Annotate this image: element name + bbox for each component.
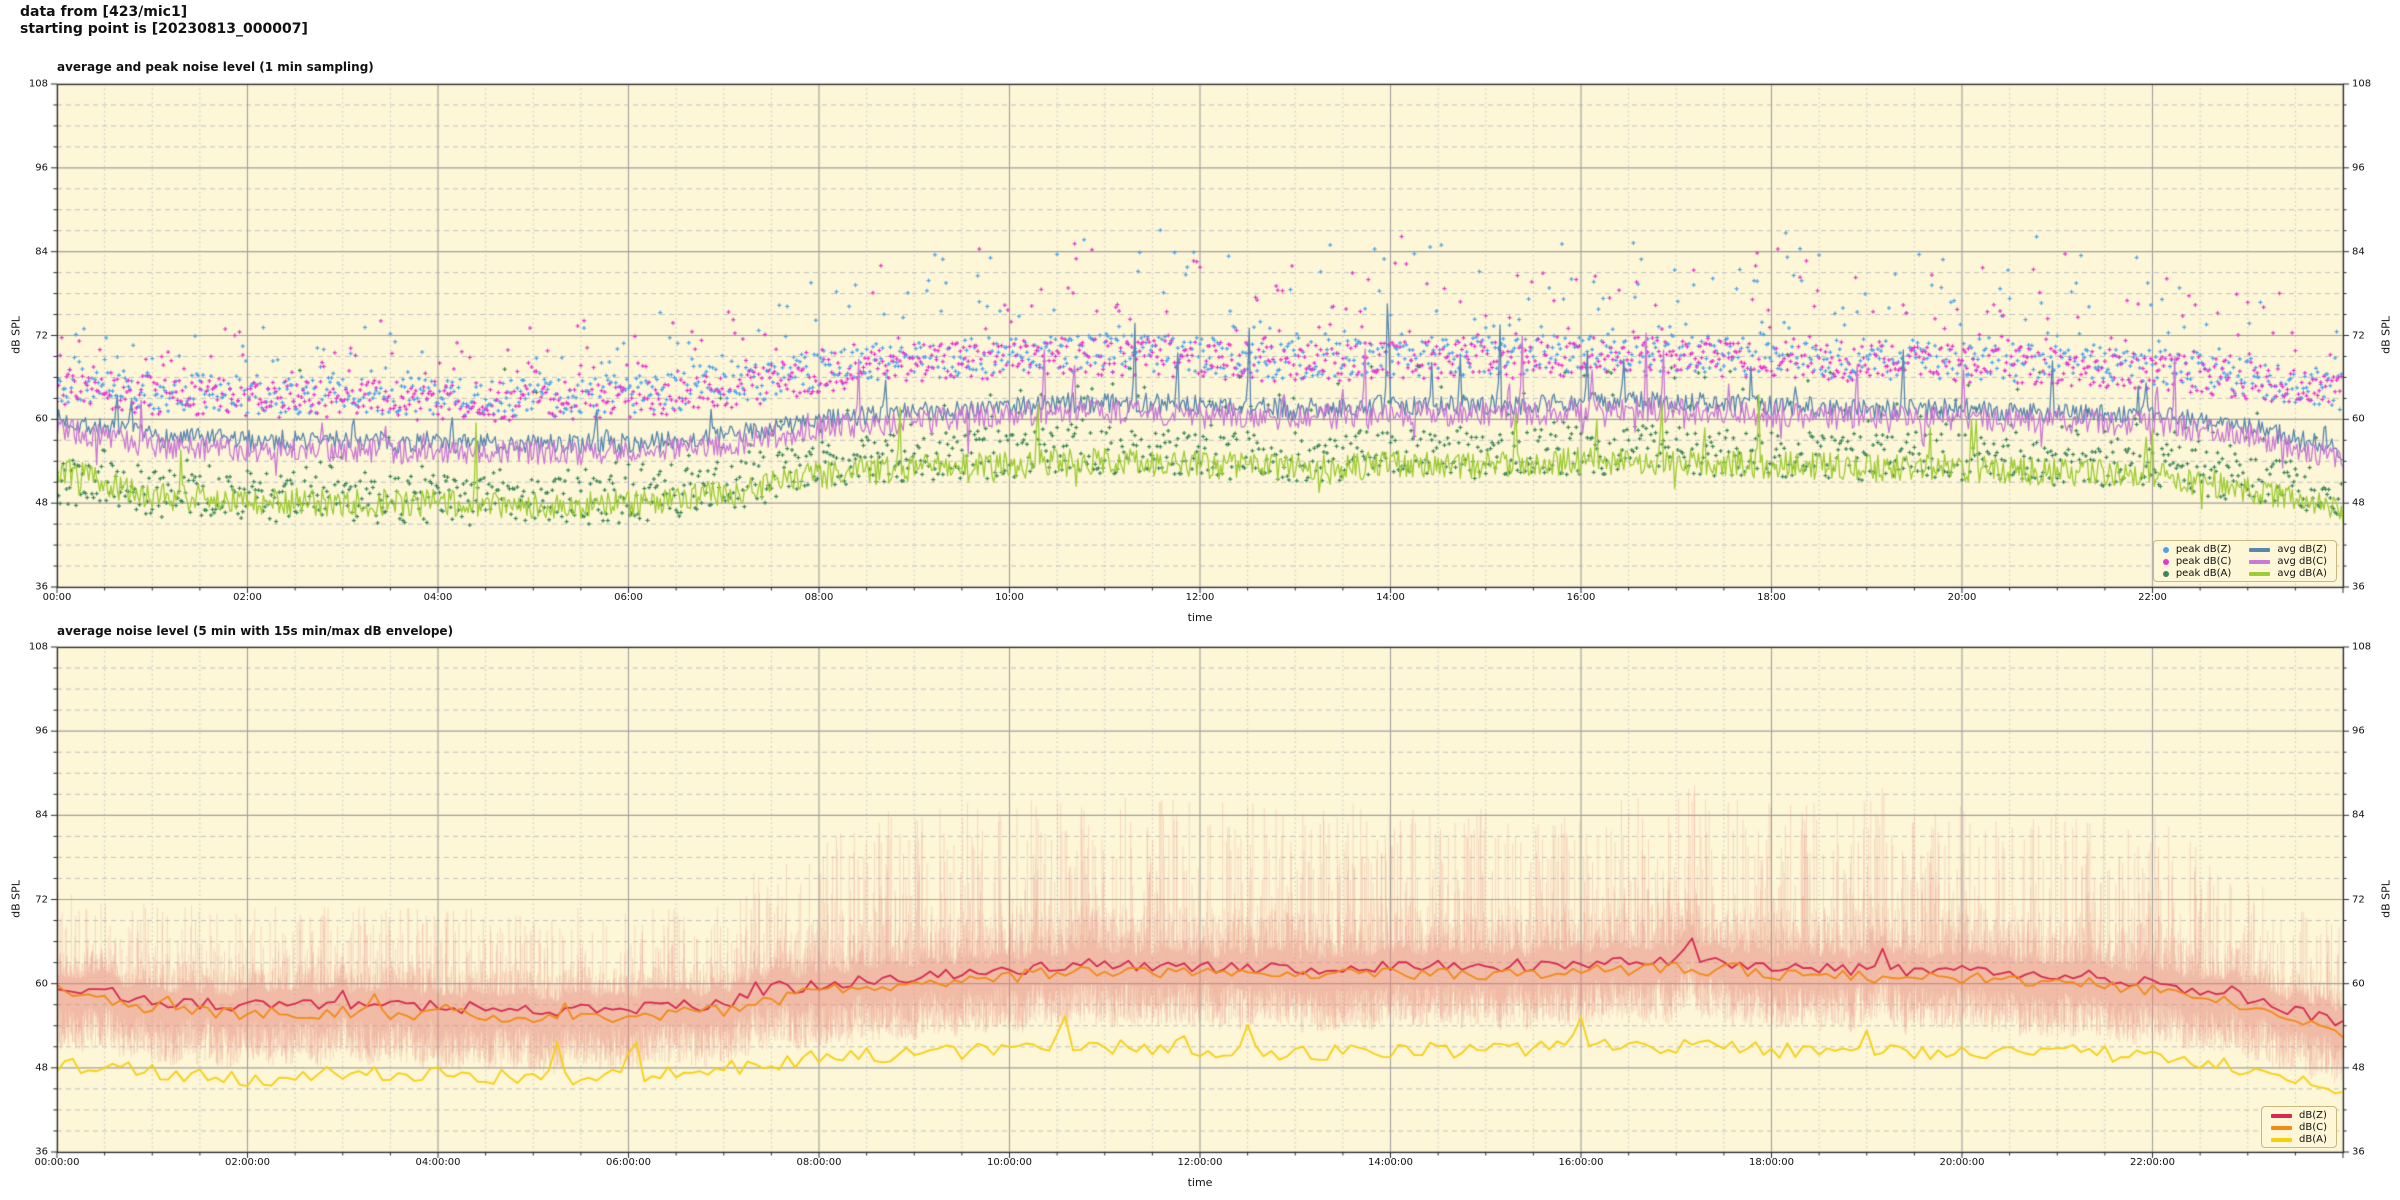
y-tick-label: 72 xyxy=(35,894,48,905)
y-tick-label: 36 xyxy=(2352,1146,2365,1158)
x-tick-label: 00:00:00 xyxy=(34,1157,80,1168)
legend-label: peak dB(Z) xyxy=(2175,544,2232,555)
y-tick-label: 108 xyxy=(28,641,48,653)
x-tick-label: 06:00:00 xyxy=(606,1157,651,1168)
dbc-line-icon xyxy=(2271,1126,2292,1130)
legend-entry-avg-dbc: avg dB(C) xyxy=(2249,556,2327,568)
x-tick-label: 08:00 xyxy=(804,592,834,603)
y-tick-label: 84 xyxy=(2352,246,2365,258)
y-tick-label: 84 xyxy=(35,809,48,821)
legend-entry-peak-dbc: peak dB(C) xyxy=(2162,556,2232,568)
chart2-title: average noise level (5 min with 15s min/… xyxy=(57,624,454,638)
y-tick-label: 60 xyxy=(35,413,48,425)
x-tick-label: 14:00 xyxy=(1376,592,1405,603)
y-tick-label: 48 xyxy=(35,1062,48,1074)
y-tick-label: 84 xyxy=(35,246,48,258)
legend-entry-peak-dbz: peak dB(Z) xyxy=(2162,544,2232,556)
y-tick-label: 60 xyxy=(35,978,48,990)
x-tick-label: 02:00:00 xyxy=(225,1157,270,1168)
x-tick-label: 14:00:00 xyxy=(1368,1157,1413,1168)
peak-dbz-marker-icon xyxy=(2162,547,2169,553)
x-tick-label: 18:00 xyxy=(1757,592,1786,603)
avg-dbc-line-icon xyxy=(2249,560,2271,564)
x-tick-label: 00:00 xyxy=(42,592,72,603)
y-tick-label: 96 xyxy=(2352,162,2365,174)
figure-header: data from [423/mic1] starting point is [… xyxy=(20,4,308,38)
chart2-xlabel: time xyxy=(1187,1176,1213,1189)
y-tick-label: 72 xyxy=(2352,330,2365,341)
peak-dbc-marker-icon xyxy=(2162,559,2169,565)
dbz-line-icon xyxy=(2271,1114,2292,1118)
x-tick-label: 06:00 xyxy=(614,592,643,603)
chart2-ylabel-right: dB SPL xyxy=(2379,880,2393,918)
x-tick-label: 18:00:00 xyxy=(1749,1157,1794,1168)
y-tick-label: 48 xyxy=(2352,1062,2365,1074)
x-tick-label: 04:00 xyxy=(423,592,453,603)
x-tick-label: 20:00:00 xyxy=(1939,1157,1985,1168)
x-tick-label: 10:00 xyxy=(995,592,1024,603)
x-tick-label: 12:00 xyxy=(1185,592,1215,603)
x-tick-label: 08:00:00 xyxy=(796,1157,842,1168)
dba-line-icon xyxy=(2271,1138,2292,1142)
x-tick-label: 20:00 xyxy=(1947,592,1977,603)
y-tick-label: 84 xyxy=(2352,809,2365,821)
y-tick-label: 36 xyxy=(35,1146,48,1158)
y-tick-label: 96 xyxy=(35,725,48,737)
y-tick-label: 108 xyxy=(2352,641,2372,653)
legend-entry-dbz: dB(Z) xyxy=(2271,1110,2327,1122)
y-tick-label: 48 xyxy=(35,497,48,509)
y-tick-label: 108 xyxy=(2352,78,2372,90)
x-tick-label: 12:00:00 xyxy=(1177,1157,1223,1168)
y-tick-label: 60 xyxy=(2352,413,2365,425)
avg-dba-line-icon xyxy=(2249,572,2271,576)
legend-entry-dba: dB(A) xyxy=(2271,1134,2327,1146)
legend-label: avg dB(A) xyxy=(2277,568,2327,579)
x-tick-label: 16:00:00 xyxy=(1558,1157,1604,1168)
header-line-2: starting point is [20230813_000007] xyxy=(20,21,308,37)
chart1-title: average and peak noise level (1 min samp… xyxy=(57,60,374,74)
x-tick-label: 16:00 xyxy=(1566,592,1596,603)
chart2-legend: dB(Z) dB(C) dB(A) xyxy=(2261,1106,2337,1148)
y-tick-label: 72 xyxy=(35,330,48,341)
legend-label: peak dB(A) xyxy=(2175,568,2232,579)
y-tick-label: 96 xyxy=(2352,725,2365,737)
y-tick-label: 108 xyxy=(28,78,48,90)
avg-dbz-line-icon xyxy=(2249,548,2271,552)
legend-entry-peak-dba: peak dB(A) xyxy=(2162,568,2232,580)
header-line-1: data from [423/mic1] xyxy=(20,4,188,20)
x-tick-label: 22:00:00 xyxy=(2130,1157,2175,1168)
y-tick-label: 96 xyxy=(35,162,48,174)
y-tick-label: 60 xyxy=(2352,978,2365,990)
legend-entry-dbc: dB(C) xyxy=(2271,1122,2327,1134)
y-tick-label: 36 xyxy=(35,581,48,593)
x-tick-label: 04:00:00 xyxy=(415,1157,461,1168)
legend-entry-avg-dba: avg dB(A) xyxy=(2249,568,2327,580)
legend-label: avg dB(C) xyxy=(2277,556,2327,567)
legend-label: dB(C) xyxy=(2299,1122,2327,1133)
peak-dba-marker-icon xyxy=(2162,571,2169,577)
y-tick-label: 48 xyxy=(2352,497,2365,509)
y-tick-label: 36 xyxy=(2352,581,2365,593)
x-tick-label: 22:00 xyxy=(2138,592,2167,603)
legend-label: dB(A) xyxy=(2299,1134,2327,1145)
legend-label: dB(Z) xyxy=(2299,1110,2327,1121)
legend-label: avg dB(Z) xyxy=(2277,544,2327,555)
chart1-ylabel-left: dB SPL xyxy=(9,316,23,354)
x-tick-label: 02:00 xyxy=(233,592,262,603)
chart1-legend: peak dB(Z) peak dB(C) peak dB(A) avg dB(… xyxy=(2152,540,2337,582)
y-tick-label: 72 xyxy=(2352,894,2365,905)
legend-entry-avg-dbz: avg dB(Z) xyxy=(2249,544,2327,556)
chart2-ylabel-left: dB SPL xyxy=(9,880,23,918)
legend-label: peak dB(C) xyxy=(2175,556,2232,567)
chart1-ylabel-right: dB SPL xyxy=(2379,316,2393,354)
chart1-xlabel: time xyxy=(1187,611,1213,624)
x-tick-label: 10:00:00 xyxy=(987,1157,1032,1168)
